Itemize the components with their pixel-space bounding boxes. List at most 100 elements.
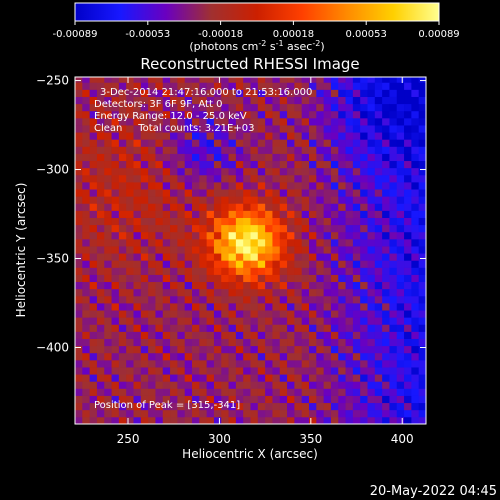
heatmap-cell — [374, 110, 383, 119]
heatmap-cell — [382, 189, 390, 197]
heatmap-cell — [301, 224, 310, 233]
heatmap-cell — [206, 338, 215, 347]
heatmap-cell — [177, 331, 186, 339]
heatmap-cell — [287, 295, 295, 304]
heatmap-cell — [404, 103, 412, 112]
heatmap-cell — [221, 374, 229, 382]
heatmap-cell — [265, 89, 273, 97]
heatmap-cell — [294, 352, 303, 361]
heatmap-cell — [265, 231, 273, 240]
heatmap-cell — [345, 295, 354, 304]
heatmap-cell — [411, 324, 420, 332]
heatmap-cell — [243, 153, 251, 162]
heatmap-cell — [213, 203, 222, 211]
heatmap-cell — [287, 224, 295, 233]
heatmap-cell — [192, 416, 200, 424]
heatmap-cell — [213, 238, 222, 247]
heatmap-cell — [82, 345, 91, 354]
heatmap-cell — [75, 96, 83, 105]
heatmap-cell — [287, 217, 295, 226]
heatmap-cell — [294, 217, 303, 226]
heatmap-cell — [323, 203, 332, 211]
heatmap-cell — [126, 331, 134, 339]
heatmap-cell — [287, 96, 295, 105]
heatmap-cell — [316, 302, 325, 311]
heatmap-cell — [279, 338, 288, 347]
heatmap-cell — [345, 324, 354, 332]
heatmap-cell — [301, 77, 310, 83]
heatmap-cell — [257, 167, 266, 176]
heatmap-cell — [250, 139, 259, 147]
heatmap-cell — [389, 153, 398, 162]
heatmap-cell — [96, 381, 105, 389]
heatmap-cell — [257, 345, 266, 354]
heatmap-cell — [396, 174, 405, 183]
heatmap-cell — [418, 203, 426, 211]
heatmap-cell — [118, 331, 127, 339]
heatmap-cell — [126, 352, 134, 361]
heatmap-cell — [389, 217, 398, 226]
heatmap-cell — [272, 181, 281, 190]
heatmap-cell — [382, 217, 390, 226]
heatmap-cell — [301, 253, 310, 261]
heatmap-cell — [382, 310, 390, 318]
heatmap-cell — [170, 167, 178, 176]
heatmap-cell — [374, 395, 383, 404]
heatmap-cell — [265, 260, 273, 268]
heatmap-cell — [404, 274, 412, 283]
heatmap-cell — [294, 409, 303, 418]
heatmap-cell — [250, 189, 259, 197]
heatmap-cell — [199, 82, 208, 90]
heatmap-cell — [418, 345, 426, 354]
heatmap-cell — [206, 153, 215, 162]
heatmap-cell — [279, 253, 288, 261]
heatmap-cell — [323, 381, 332, 389]
heatmap-cell — [301, 274, 310, 283]
heatmap-cell — [192, 267, 200, 275]
heatmap-cell — [250, 409, 259, 418]
heatmap-cell — [199, 246, 208, 254]
heatmap-cell — [309, 281, 317, 290]
heatmap-cell — [257, 189, 266, 197]
heatmap-cell — [257, 174, 266, 183]
heatmap-cell — [330, 288, 339, 297]
heatmap-cell — [265, 132, 273, 140]
heatmap-cell — [345, 117, 354, 126]
heatmap-cell — [396, 238, 405, 247]
heatmap-cell — [177, 367, 186, 375]
heatmap-cell — [170, 402, 178, 411]
heatmap-cell — [162, 402, 171, 411]
heatmap-cell — [155, 160, 164, 169]
heatmap-cell — [199, 117, 208, 126]
heatmap-cell — [170, 288, 178, 297]
heatmap-cell — [170, 367, 178, 375]
heatmap-cell — [418, 288, 426, 297]
heatmap-cell — [265, 125, 273, 133]
heatmap-cell — [75, 203, 83, 211]
heatmap-cell — [133, 103, 142, 112]
heatmap-cell — [301, 338, 310, 347]
heatmap-cell — [148, 260, 156, 268]
heatmap-cell — [213, 302, 222, 311]
heatmap-cell — [148, 302, 156, 311]
heatmap-cell — [184, 381, 193, 389]
heatmap-cell — [140, 196, 149, 204]
heatmap-cell — [213, 189, 222, 197]
heatmap-cell — [389, 416, 398, 424]
heatmap-cell — [389, 77, 398, 83]
heatmap-cell — [389, 82, 398, 90]
heatmap-cell — [235, 139, 244, 147]
heatmap-cell — [418, 82, 426, 90]
heatmap-cell — [235, 409, 244, 418]
heatmap-cell — [213, 267, 222, 275]
heatmap-cell — [389, 338, 398, 347]
heatmap-cell — [309, 110, 317, 119]
heatmap-cell — [367, 167, 376, 176]
heatmap-cell — [140, 395, 149, 404]
heatmap-cell — [213, 416, 222, 424]
heatmap-cell — [404, 231, 412, 240]
heatmap-cell — [170, 181, 178, 190]
heatmap-cell — [228, 246, 237, 254]
heatmap-cell — [133, 224, 142, 233]
heatmap-cell — [221, 153, 229, 162]
